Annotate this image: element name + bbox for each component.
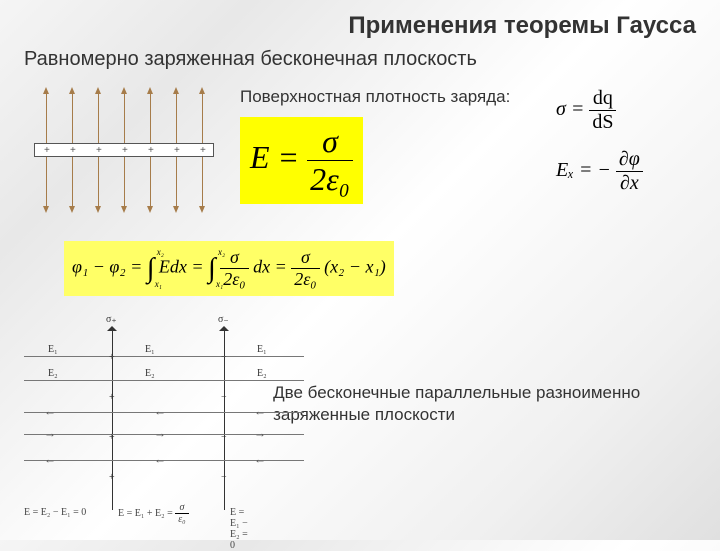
field-arrow-up <box>98 93 99 143</box>
field-arrow-down <box>98 157 99 207</box>
int-t3-den: 2ε₀ <box>291 269 319 290</box>
int-t2-den: 2ε₀ <box>220 269 248 290</box>
field-arrow-up <box>202 93 203 143</box>
main-formula: E = σ2ε₀ <box>240 117 363 204</box>
field-lines-diagram: +++++++ <box>24 83 224 223</box>
right-formulas: σ = dqdS Eₓ = − ∂φ∂x <box>556 83 696 209</box>
int-low-2: x₁ <box>216 279 223 289</box>
int-low-1: x₁ <box>155 279 162 289</box>
sigma-num: dq <box>589 87 616 111</box>
int-high-2: x₂ <box>218 247 225 257</box>
field-arrow-down <box>176 157 177 207</box>
sigma-formula: σ = dqdS <box>556 87 696 134</box>
int-t3-num: σ <box>291 247 319 269</box>
field-arrow-down <box>124 157 125 207</box>
row-1: +++++++ Поверхностная плотность заряда: … <box>24 83 696 223</box>
formula-den: 2ε₀ <box>307 161 353 198</box>
field-arrow-down <box>72 157 73 207</box>
field-arrow-down <box>46 157 47 207</box>
field-arrow-up <box>46 93 47 143</box>
ex-den: ∂x <box>616 172 643 195</box>
ex-lhs: Eₓ = − <box>556 159 611 181</box>
formula-num: σ <box>307 123 353 161</box>
sigma-den: dS <box>589 111 616 134</box>
row-2: σ₊σ₋E₁E₂E₁E₂E₁E₂←←←→→→←←←+−+−+−+−E = E₂ … <box>24 312 696 522</box>
int-t3-suf: (x₂ − x₁) <box>324 257 386 277</box>
field-arrow-down <box>150 157 151 207</box>
integral-formula: φ₁ − φ₂ = x₂ ∫ x₁ Edx = x₂ ∫ x₁ σ2ε₀ dx … <box>64 241 394 296</box>
ex-formula: Eₓ = − ∂φ∂x <box>556 148 696 195</box>
int-t2-suf: dx = <box>253 257 287 277</box>
formulas-column: Поверхностная плотность заряда: E = σ2ε₀ <box>240 83 540 204</box>
sigma-lhs: σ = <box>556 98 584 120</box>
density-label: Поверхностная плотность заряда: <box>240 87 540 107</box>
int-lhs: φ₁ − φ₂ = <box>72 257 142 277</box>
slide-subtitle: Равномерно заряженная бесконечная плоско… <box>24 48 696 71</box>
two-planes-diagram: σ₊σ₋E₁E₂E₁E₂E₁E₂←←←→→→←←←+−+−+−+−E = E₂ … <box>24 312 253 522</box>
ex-num: ∂φ <box>616 148 643 172</box>
formula-lhs: E = <box>250 139 299 175</box>
field-arrow-up <box>124 93 125 143</box>
field-arrow-up <box>72 93 73 143</box>
two-planes-text: Две бесконечные параллельные разноименно… <box>273 312 696 522</box>
int-term1: Edx = <box>159 257 204 277</box>
charged-plane: +++++++ <box>34 143 214 157</box>
slide-title: Применения теоремы Гаусса <box>24 12 696 40</box>
field-arrow-down <box>202 157 203 207</box>
int-high-1: x₂ <box>157 247 164 257</box>
field-arrow-up <box>176 93 177 143</box>
field-arrow-up <box>150 93 151 143</box>
